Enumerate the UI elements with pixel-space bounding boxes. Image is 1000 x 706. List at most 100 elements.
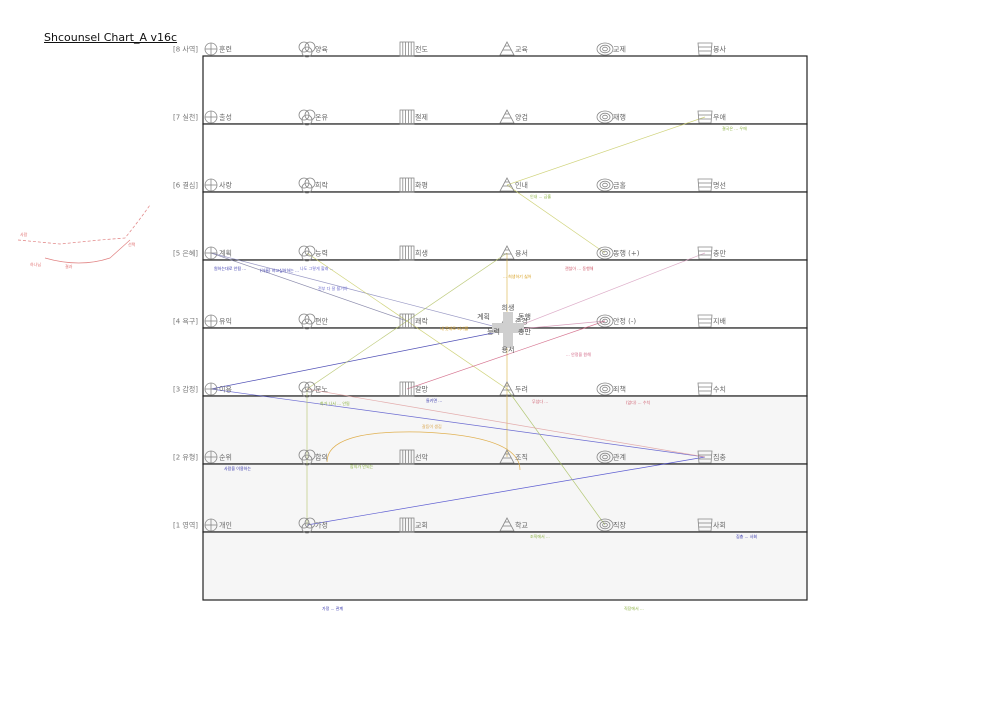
- sketch-label: 하나님: [30, 261, 41, 267]
- concentric-circles-icon: [596, 450, 614, 464]
- handwritten-note: (없다) ... 수치: [626, 399, 651, 405]
- cross-circle-icon: [204, 110, 218, 124]
- columns-icon: [399, 313, 415, 329]
- handwritten-note: 전부 다 잘 될거야: [318, 285, 348, 291]
- cross-circle-icon: [204, 518, 218, 532]
- columns-icon: [399, 449, 415, 465]
- handwritten-note: ... 희생하기 싫어: [503, 273, 532, 279]
- node-label: 동행 (+): [613, 249, 640, 258]
- node-label: 합의: [315, 453, 328, 462]
- connector-line: [506, 184, 606, 254]
- node-label: 명선: [713, 181, 726, 190]
- sketch-curve: [44, 239, 131, 264]
- level-label: [2 유형]: [173, 454, 198, 462]
- connector-lines: [210, 116, 706, 526]
- cross-circle-icon: [204, 246, 218, 260]
- triangle-icon: [499, 381, 515, 396]
- chart-title: Shcounsel Chart_A v16c: [44, 31, 178, 44]
- node-label: 계획: [219, 249, 232, 258]
- node-label: 우애: [713, 113, 726, 122]
- node-label: 선악: [415, 453, 428, 462]
- node-label: 교회: [415, 522, 428, 530]
- concentric-circles-icon: [596, 314, 614, 328]
- node-label: 용서: [515, 249, 528, 258]
- connector-line: [210, 388, 706, 458]
- node-label: 교제: [613, 46, 626, 54]
- center-label-bottom-left: 능력: [487, 328, 500, 336]
- node-label: 화평: [415, 181, 428, 190]
- node-label: 희생: [415, 249, 428, 258]
- node-grid: [8 사역] 훈련 양육 전도 교육 교제 봉사 [7 실천] 출성 온유 절제 양검 재행 우애 [6 결…: [173, 41, 726, 534]
- concentric-circles-icon: [596, 518, 614, 532]
- handwritten-note: ... 안정을 원해: [566, 351, 591, 357]
- level-label: [1 영역]: [173, 521, 198, 530]
- trinity-circles-icon: [298, 517, 316, 534]
- level-band: [202, 463, 808, 533]
- node-label: 이용: [219, 385, 232, 394]
- node-label: 죄책: [613, 385, 626, 394]
- trinity-circles-icon: [298, 449, 316, 466]
- cup-icon: [697, 314, 713, 328]
- level-label: [8 사역]: [173, 45, 198, 54]
- node-label: 절제: [415, 114, 428, 122]
- level-label: [5 은혜]: [173, 249, 198, 258]
- node-label: 편안: [315, 317, 328, 326]
- columns-icon: [399, 41, 415, 57]
- cross-circle-icon: [204, 450, 218, 464]
- cup-icon: [697, 42, 713, 56]
- node-label: 전도: [415, 45, 428, 54]
- sketch-label: 선택: [128, 241, 136, 247]
- center-label-bottom: 용서: [502, 345, 515, 354]
- node-label: 갈망: [415, 385, 428, 394]
- cross-circle-icon: [204, 382, 218, 396]
- center-label-right: 동행: [518, 312, 531, 321]
- level-label: [4 욕구]: [173, 318, 198, 326]
- cross-circle-icon: [204, 42, 218, 56]
- node-label: 분노: [315, 386, 328, 394]
- connector-line: [306, 388, 706, 458]
- columns-icon: [399, 245, 415, 261]
- node-label: 양육: [315, 46, 328, 54]
- node-label: 양검: [515, 114, 528, 122]
- concentric-circles-icon: [596, 178, 614, 192]
- sketch-curve: [17, 204, 151, 245]
- node-label: 인내: [515, 181, 528, 190]
- connector-line: [506, 116, 706, 186]
- columns-icon: [399, 381, 415, 397]
- triangle-icon: [499, 517, 515, 532]
- triangle-icon: [499, 449, 515, 464]
- node-label: 관계: [613, 453, 626, 462]
- handwritten-note: 갈등이 생김: [422, 423, 442, 429]
- center-label-bottom-right: 충만: [518, 327, 531, 336]
- cup-icon: [697, 178, 713, 192]
- concentric-circles-icon: [596, 246, 614, 260]
- node-label: 훈련: [219, 45, 232, 54]
- level-band: [202, 191, 808, 261]
- node-label: 학교: [515, 521, 528, 530]
- connector-line: [210, 329, 509, 390]
- connector-line: [507, 252, 706, 331]
- connector-line: [306, 456, 706, 526]
- node-label: 사회: [713, 521, 726, 530]
- columns-icon: [399, 109, 415, 125]
- trinity-circles-icon: [298, 41, 316, 58]
- handwritten-note: 괜찮아 ... 동행해: [565, 265, 594, 271]
- handwritten-note: 집충 ... 사회: [736, 533, 757, 539]
- trinity-circles-icon: [298, 381, 316, 398]
- handwritten-note: 조직에서 ...: [530, 533, 550, 539]
- cross-circle-icon: [204, 314, 218, 328]
- triangle-icon: [499, 109, 515, 124]
- node-label: 봉사: [713, 45, 726, 54]
- node-label: 온유: [315, 114, 328, 122]
- node-label: 안정 (-): [613, 317, 636, 326]
- handwritten-note: 가정 ... 관계: [322, 605, 343, 611]
- handwritten-note: 원하는대로 안됨 ...: [214, 265, 246, 271]
- node-label: 쾌락: [415, 317, 428, 326]
- level-band: [202, 531, 808, 601]
- connector-line: [406, 320, 606, 390]
- columns-icon: [399, 517, 415, 533]
- connector-line: [507, 320, 606, 331]
- handwritten-note: 결국은 ... 우애: [722, 125, 747, 131]
- triangle-icon: [499, 245, 515, 260]
